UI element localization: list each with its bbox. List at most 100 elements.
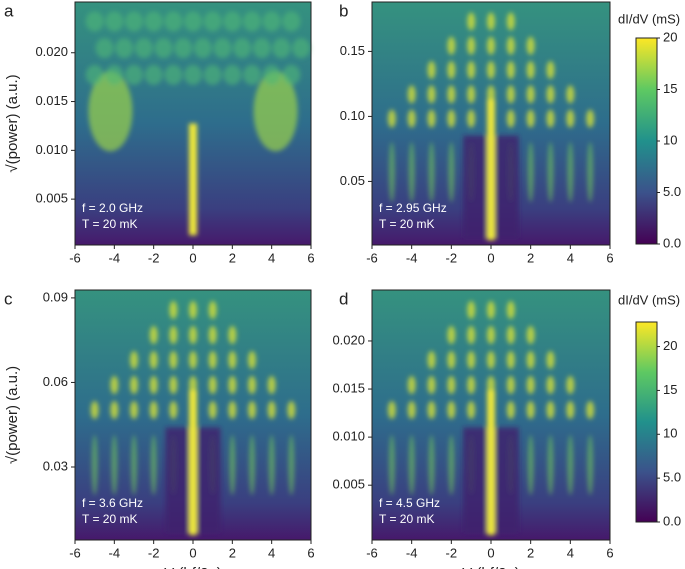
- annotation: T = 20 mK: [82, 512, 137, 526]
- checker: [208, 376, 217, 394]
- colorbar-tick-label: 15: [663, 81, 677, 96]
- checker: [427, 401, 436, 419]
- checker: [447, 61, 456, 80]
- checker: [506, 61, 515, 80]
- checker: [130, 376, 138, 394]
- checker: [586, 401, 595, 419]
- checker: [208, 351, 217, 369]
- checker: [467, 301, 476, 319]
- checker: [546, 109, 555, 128]
- annotation: f = 2.0 GHz: [82, 201, 143, 215]
- annotation: T = 20 mK: [379, 512, 434, 526]
- checker: [228, 351, 237, 369]
- checker: [467, 12, 476, 31]
- checker: [267, 401, 276, 419]
- checker: [95, 38, 114, 59]
- y-axis-title: √(power) (a.u.): [4, 366, 21, 464]
- checker: [174, 38, 193, 59]
- side-line: [249, 435, 255, 495]
- zero-bias-peak: [487, 99, 495, 241]
- x-tick-label: 4: [268, 250, 275, 265]
- checker: [506, 301, 515, 319]
- x-tick-label: 0: [189, 250, 196, 265]
- checker: [387, 109, 396, 128]
- checker: [506, 85, 515, 104]
- y-axis-title: √(power) (a.u.): [4, 74, 21, 172]
- checker: [189, 376, 197, 394]
- checker: [526, 351, 535, 369]
- side-line: [527, 435, 534, 495]
- side-line: [567, 142, 574, 203]
- side-line: [547, 435, 554, 495]
- side-line: [229, 435, 236, 495]
- checker: [130, 351, 138, 369]
- heatmap-image: [75, 290, 311, 540]
- colorbar: [635, 321, 658, 523]
- checker: [506, 109, 515, 128]
- side-line: [428, 435, 435, 495]
- y-tick-label: 0.005: [332, 477, 365, 492]
- side-line: [408, 435, 415, 495]
- checker: [287, 401, 296, 419]
- heatmap-features: [85, 11, 311, 236]
- side-line: [150, 435, 157, 495]
- checker: [467, 376, 476, 394]
- checker: [427, 85, 436, 104]
- x-tick-label: -6: [366, 250, 378, 265]
- y-tick-label: 0.06: [43, 374, 68, 389]
- checker: [189, 351, 197, 369]
- checker: [506, 326, 515, 344]
- checker: [467, 326, 476, 344]
- side-line: [547, 142, 554, 203]
- checker: [566, 85, 575, 104]
- checker: [169, 401, 178, 419]
- checker: [193, 38, 212, 59]
- checker: [223, 64, 242, 85]
- colorbar-tick-label: 10: [663, 426, 677, 441]
- checker: [292, 38, 311, 59]
- y-tick-label: 0.020: [332, 332, 365, 347]
- heatmap-image: [372, 2, 610, 245]
- y-tick-label: 0.010: [332, 429, 365, 444]
- colorbar-title: dI/dV (mS): [618, 292, 680, 307]
- checker: [526, 61, 535, 80]
- checker: [447, 109, 456, 128]
- checker: [169, 326, 178, 344]
- y-tick-label: 0.03: [43, 458, 68, 473]
- side-line: [91, 435, 98, 495]
- zero-bias-peak: [189, 390, 197, 535]
- checker: [526, 36, 535, 55]
- checker: [467, 109, 476, 128]
- x-tick-label: 0: [487, 250, 494, 265]
- side-line: [587, 142, 594, 203]
- x-tick-label: 2: [527, 250, 534, 265]
- side-line: [268, 435, 275, 495]
- checker: [144, 11, 163, 32]
- side-line: [567, 435, 574, 495]
- checker: [233, 38, 252, 59]
- x-tick-label: -2: [446, 250, 458, 265]
- checker: [262, 11, 281, 32]
- heatmap-features: [90, 301, 296, 535]
- checker: [407, 376, 416, 394]
- checker: [447, 401, 456, 419]
- x-axis-title: V (hf/2e): [164, 565, 222, 569]
- side-line: [388, 435, 395, 495]
- checker: [447, 376, 456, 394]
- checker: [272, 38, 291, 59]
- checker: [189, 326, 197, 344]
- checker: [144, 64, 163, 85]
- checker: [164, 11, 183, 32]
- x-tick-label: 6: [606, 545, 613, 560]
- checker: [282, 64, 301, 85]
- colorbar-tick-label: 10: [663, 132, 677, 147]
- x-tick-label: 2: [527, 545, 534, 560]
- checker: [110, 376, 119, 394]
- checker: [154, 38, 173, 59]
- checker: [447, 351, 456, 369]
- checker: [125, 64, 143, 85]
- checker: [243, 11, 261, 32]
- checker: [85, 11, 104, 32]
- colorbar-tick-label: 0.0: [663, 513, 681, 528]
- x-tick-label: -6: [366, 545, 378, 560]
